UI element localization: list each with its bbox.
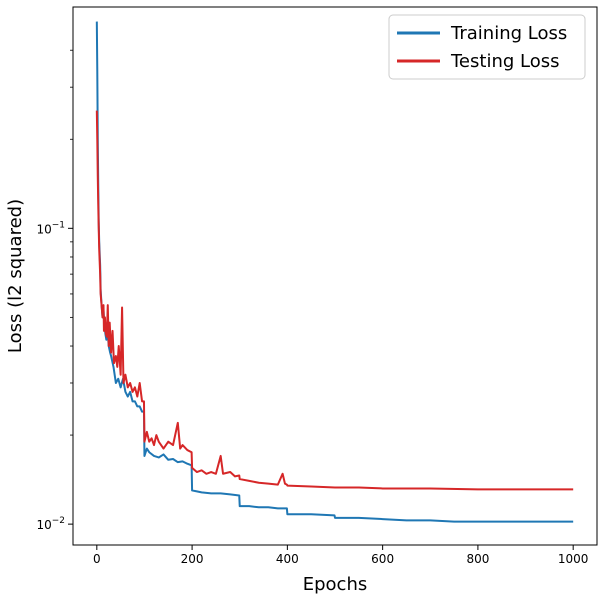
x-tick-label: 1000 xyxy=(558,552,589,566)
y-axis-label: Loss (l2 squared) xyxy=(5,199,26,353)
y-tick-label: 10−1 xyxy=(36,220,65,236)
series-line-testing xyxy=(95,110,574,491)
y-tick-label: 10−2 xyxy=(36,516,65,532)
x-tick-label: 600 xyxy=(371,552,394,566)
legend-box xyxy=(388,14,586,80)
legend-label-training: Training Loss xyxy=(450,23,567,44)
plot-frame xyxy=(72,6,598,546)
legend-label-testing: Testing Loss xyxy=(450,51,559,72)
series-layer xyxy=(95,21,574,523)
legend: Training Loss Testing Loss xyxy=(388,14,586,80)
x-tick-label: 400 xyxy=(276,552,299,566)
ticks-layer: 0 200 400 600 800 1000 10−2 10−1 xyxy=(36,49,589,566)
x-axis-label: Epochs xyxy=(303,574,368,595)
x-tick-label: 0 xyxy=(93,552,101,566)
x-tick-label: 200 xyxy=(181,552,204,566)
x-tick-label: 800 xyxy=(466,552,489,566)
